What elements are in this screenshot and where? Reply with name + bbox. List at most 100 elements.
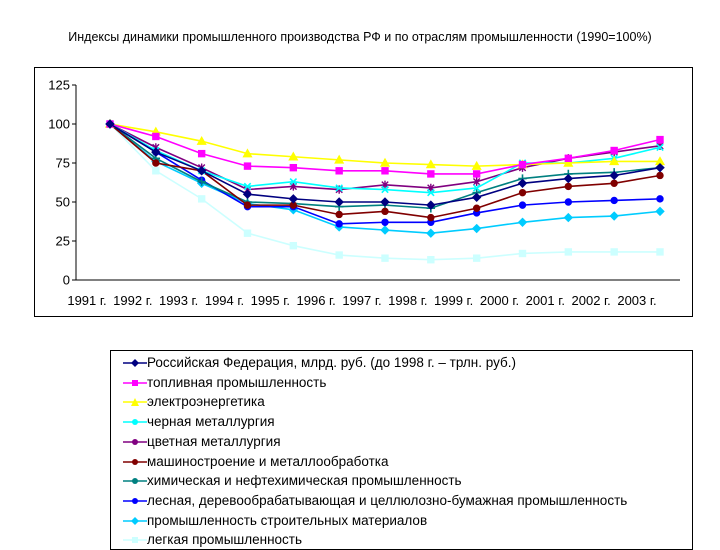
legend-item: лесная, деревообрабатывающая и целлюлозн… (123, 491, 627, 511)
x-tick-label: 1995 г. (251, 293, 290, 308)
x-tick-label: 2002 г. (572, 293, 611, 308)
data-point-s1-3 (243, 162, 252, 170)
y-tick-label: 0 (63, 273, 70, 288)
legend-swatch-diamond-icon (123, 516, 147, 525)
data-point-s1-1 (152, 132, 160, 141)
legend-item: электроэнергетика (123, 392, 265, 412)
data-point-s9-10 (564, 248, 573, 256)
data-point-s2-5 (334, 154, 345, 164)
data-point-s0-9 (517, 178, 528, 188)
data-point-s1-11 (610, 146, 618, 155)
y-tick-label: 50 (56, 195, 70, 210)
legend-swatch-circle-icon (123, 497, 147, 504)
legend-label: черная металлургия (147, 414, 275, 430)
data-point-s7-9 (518, 201, 527, 209)
legend-swatch-square-icon (123, 537, 147, 544)
data-point-s0-1 (151, 147, 161, 157)
legend-item: машиностроение и металлообработка (123, 452, 389, 472)
legend-swatch-diamond-icon (123, 359, 147, 367)
data-point-s2-2 (196, 135, 207, 145)
data-point-s2-7 (425, 159, 436, 169)
data-point-s8-8 (471, 223, 482, 234)
data-point-s0-11 (609, 170, 619, 181)
data-point-s6-2 (197, 177, 206, 186)
data-point-s3-3 (243, 182, 252, 191)
y-tick-label: 75 (56, 156, 70, 171)
data-point-s9-7 (427, 256, 435, 264)
data-point-s3-6 (381, 185, 389, 194)
x-tick-label: 1997 г. (342, 293, 381, 308)
data-point-s7-11 (610, 196, 618, 205)
data-point-s9-9 (518, 249, 527, 258)
legend-swatch-x-icon (123, 419, 147, 426)
x-tick-label: 2001 г. (526, 293, 565, 308)
data-point-s0-6 (380, 197, 390, 207)
data-point-s1-12 (656, 135, 664, 144)
data-point-s0-3 (242, 189, 253, 199)
data-point-s1-6 (381, 167, 389, 175)
legend-swatch-circle-icon (123, 458, 147, 465)
data-point-s8-6 (380, 225, 390, 235)
legend-swatch-star-icon (123, 438, 147, 445)
data-point-s9-6 (381, 254, 389, 262)
legend-label: электроэнергетика (147, 394, 265, 410)
x-tick-label: 1992 г. (113, 293, 152, 308)
data-point-s2-4 (288, 151, 299, 161)
data-point-s9-11 (610, 248, 618, 256)
x-tick-label: 1999 г. (434, 293, 473, 308)
legend-item: черная металлургия (123, 412, 275, 432)
data-point-s5-5 (335, 210, 343, 219)
data-point-s1-10 (564, 154, 573, 163)
data-point-s9-4 (289, 241, 298, 250)
data-point-s1-8 (472, 170, 481, 178)
legend-label: цветная металлургия (147, 433, 281, 449)
legend-label: лесная, деревообрабатывающая и целлюлозн… (147, 492, 628, 508)
x-tick-label: 1991 г. (67, 293, 106, 308)
data-point-s5-8 (472, 204, 481, 212)
plot-area-frame (34, 67, 693, 317)
data-point-s7-5 (335, 220, 343, 228)
data-point-s0-7 (426, 200, 436, 210)
data-point-s9-2 (197, 195, 206, 203)
data-point-s1-2 (197, 149, 206, 158)
data-point-s3-5 (335, 184, 343, 192)
legend-label: химическая и нефтехимическая промышленно… (147, 473, 462, 489)
y-tick-label: 100 (48, 117, 70, 132)
data-point-s0-8 (471, 192, 482, 203)
legend-label: легкая промышленность (147, 532, 302, 548)
data-point-s0-0 (105, 119, 115, 129)
series-line-9 (109, 123, 660, 261)
data-point-s0-10 (563, 173, 574, 184)
x-tick-label: 2003 г. (617, 293, 656, 308)
x-tick-label: 1993 г. (159, 293, 198, 308)
legend-item: химическая и нефтехимическая промышленно… (123, 471, 462, 491)
data-point-s2-6 (379, 157, 391, 167)
x-tick-label: 1996 г. (297, 293, 336, 308)
data-point-s8-11 (609, 211, 619, 221)
legend-item: Российская Федерация, млрд. руб. (до 199… (123, 353, 516, 373)
legend-label: промышленность строительных материалов (147, 512, 428, 528)
y-tick-label: 25 (56, 234, 70, 249)
data-point-s5-11 (610, 179, 618, 187)
data-point-s0-2 (196, 166, 207, 176)
data-point-s4-8 (472, 177, 481, 186)
data-point-s5-9 (518, 188, 527, 197)
data-point-s5-12 (656, 171, 664, 180)
data-point-s5-1 (152, 159, 160, 167)
data-point-s1-9 (518, 160, 527, 169)
data-point-s8-12 (655, 206, 665, 217)
x-tick-label: 2000 г. (480, 293, 519, 308)
data-point-s9-8 (472, 254, 481, 262)
data-point-s5-10 (564, 182, 573, 191)
data-point-s0-5 (334, 197, 344, 207)
data-point-s0-4 (288, 194, 299, 204)
data-point-s3-8 (472, 184, 481, 192)
legend-item: легкая промышленность (123, 530, 302, 550)
legend-item: топливная промышленность (123, 373, 326, 393)
data-point-s8-9 (517, 217, 528, 227)
data-point-s7-12 (656, 195, 664, 203)
data-point-s7-6 (381, 218, 389, 226)
data-point-s2-3 (242, 148, 253, 158)
legend-item: цветная металлургия (123, 432, 281, 452)
data-point-s9-1 (152, 167, 160, 175)
